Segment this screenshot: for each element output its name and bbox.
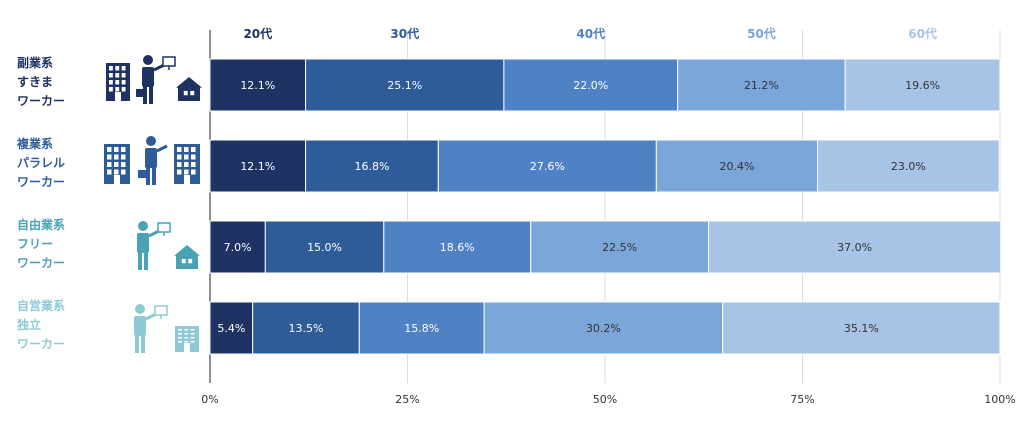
row-label: 自由業系 bbox=[17, 217, 65, 232]
bar-segment bbox=[209, 58, 307, 112]
row-label: フリー bbox=[17, 237, 53, 251]
person-presenting-icon bbox=[134, 304, 168, 353]
row-label: 副業系 bbox=[17, 55, 53, 70]
row-label: 複業系 bbox=[16, 136, 53, 151]
bar-segment bbox=[707, 220, 1002, 274]
x-tick-label: 100% bbox=[984, 393, 1015, 406]
bar-segment bbox=[844, 58, 1001, 112]
data-label: 23.0% bbox=[891, 160, 926, 173]
legend: 20代 30代 40代 50代 60代 bbox=[243, 26, 936, 41]
building-icon bbox=[104, 144, 130, 184]
building-icon bbox=[106, 63, 130, 101]
bar-segment bbox=[358, 301, 485, 355]
legend-entry: 20代 bbox=[243, 26, 272, 41]
x-tick-label: 75% bbox=[790, 393, 814, 406]
row-icon-group bbox=[137, 221, 200, 270]
data-label: 37.0% bbox=[837, 241, 872, 254]
data-label: 12.1% bbox=[240, 79, 275, 92]
house-icon bbox=[176, 77, 202, 101]
x-axis: 0% 25% 50% 75% 100% bbox=[201, 393, 1015, 406]
bar-segment bbox=[677, 58, 846, 112]
x-tick-label: 0% bbox=[201, 393, 218, 406]
businessman-icon bbox=[138, 136, 168, 185]
row-icon-group bbox=[134, 304, 199, 353]
data-label: 15.8% bbox=[404, 322, 439, 335]
row-icon-group bbox=[106, 55, 202, 104]
data-label: 22.5% bbox=[602, 241, 637, 254]
x-tick-label: 50% bbox=[593, 393, 617, 406]
x-tick-label: 25% bbox=[395, 393, 419, 406]
data-label: 21.2% bbox=[744, 79, 779, 92]
legend-entry: 40代 bbox=[576, 26, 605, 41]
data-label: 15.0% bbox=[307, 241, 342, 254]
row-labels: 副業系すきまワーカー複業系パラレルワーカー自由業系フリーワーカー自営業系独立ワー… bbox=[16, 55, 65, 351]
row-label: 自営業系 bbox=[17, 298, 65, 313]
data-label: 35.1% bbox=[844, 322, 879, 335]
data-label: 30.2% bbox=[586, 322, 621, 335]
legend-entry: 60代 bbox=[908, 26, 937, 41]
data-label: 20.4% bbox=[719, 160, 754, 173]
bar-segment bbox=[483, 301, 724, 355]
bar-segment bbox=[722, 301, 1001, 355]
bar-segment bbox=[209, 301, 254, 355]
data-label: 13.5% bbox=[289, 322, 324, 335]
office-icon bbox=[175, 326, 199, 352]
bar-segment bbox=[383, 220, 532, 274]
data-label: 25.1% bbox=[387, 79, 422, 92]
bar-segment bbox=[305, 58, 505, 112]
data-label: 12.1% bbox=[240, 160, 275, 173]
bar-segment bbox=[817, 139, 1000, 193]
bar-segment bbox=[655, 139, 819, 193]
data-label: 16.8% bbox=[354, 160, 389, 173]
bar-segment bbox=[305, 139, 439, 193]
bar-segment bbox=[503, 58, 679, 112]
row-icons bbox=[104, 55, 202, 353]
row-icon-group bbox=[104, 136, 200, 185]
data-label: 18.6% bbox=[440, 241, 475, 254]
data-label: 22.0% bbox=[573, 79, 608, 92]
data-label: 19.6% bbox=[905, 79, 940, 92]
building-icon bbox=[174, 144, 200, 184]
person-presenting-icon bbox=[137, 221, 171, 270]
row-label: ワーカー bbox=[17, 256, 65, 270]
data-label: 27.6% bbox=[530, 160, 565, 173]
bar-segment bbox=[209, 139, 307, 193]
legend-entry: 50代 bbox=[747, 26, 776, 41]
house-icon bbox=[174, 245, 200, 269]
row-label: パラレル bbox=[17, 156, 65, 170]
bar-segment bbox=[530, 220, 709, 274]
row-label: すきま bbox=[17, 75, 53, 89]
businessman-icon bbox=[136, 55, 176, 104]
data-label: 5.4% bbox=[217, 322, 245, 335]
row-label: ワーカー bbox=[17, 175, 65, 189]
row-label: ワーカー bbox=[17, 337, 65, 351]
row-label: 独立 bbox=[16, 317, 41, 332]
bars: 12.1% 25.1% 22.0% 21.2% 19.6% 12.1% 16.8% 27.6%… bbox=[209, 58, 1002, 355]
row-label: ワーカー bbox=[17, 94, 65, 108]
bar-segment bbox=[209, 220, 266, 274]
data-label: 7.0% bbox=[224, 241, 252, 254]
legend-entry: 30代 bbox=[390, 26, 419, 41]
